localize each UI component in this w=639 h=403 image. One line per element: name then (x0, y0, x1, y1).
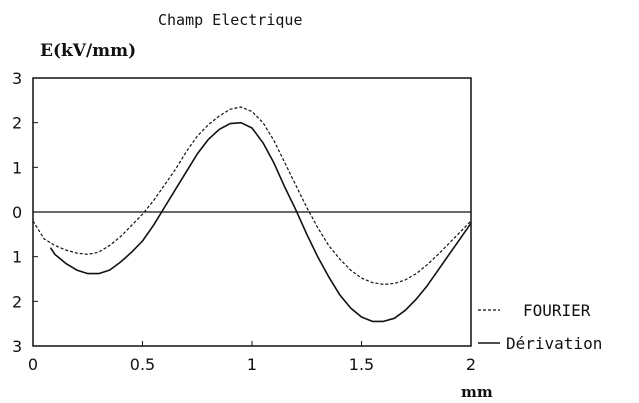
x-tick-label: 0 (28, 355, 38, 374)
legend: FOURIER Dérivation (478, 301, 602, 353)
series-line-fourier (32, 106, 472, 285)
y-axis-label: E(kV/mm) (40, 41, 136, 61)
x-tick-label: 1 (247, 355, 257, 374)
legend-label-derivation: Dérivation (506, 334, 602, 353)
x-tick-label: 0.5 (130, 355, 155, 374)
x-tick-label: 1.5 (349, 355, 374, 374)
y-tick-label: 1 (12, 248, 22, 267)
y-tick-label: 2 (12, 114, 22, 133)
y-tick-label: 3 (12, 69, 22, 88)
x-tick-label: 2 (466, 355, 476, 374)
legend-label-fourier: FOURIER (523, 301, 591, 320)
y-tick-label: 0 (12, 203, 22, 222)
x-axis-ticks: 0 0.5 1 1.5 2 (28, 341, 476, 374)
series-line-derivation (49, 121, 472, 323)
y-tick-label: 2 (12, 292, 22, 311)
series-layer (32, 106, 472, 323)
x-axis-label: mm (461, 383, 493, 401)
y-tick-label: 1 (12, 158, 22, 177)
y-tick-label: 3 (12, 337, 22, 356)
chart-title: Champ Electrique (158, 11, 303, 29)
